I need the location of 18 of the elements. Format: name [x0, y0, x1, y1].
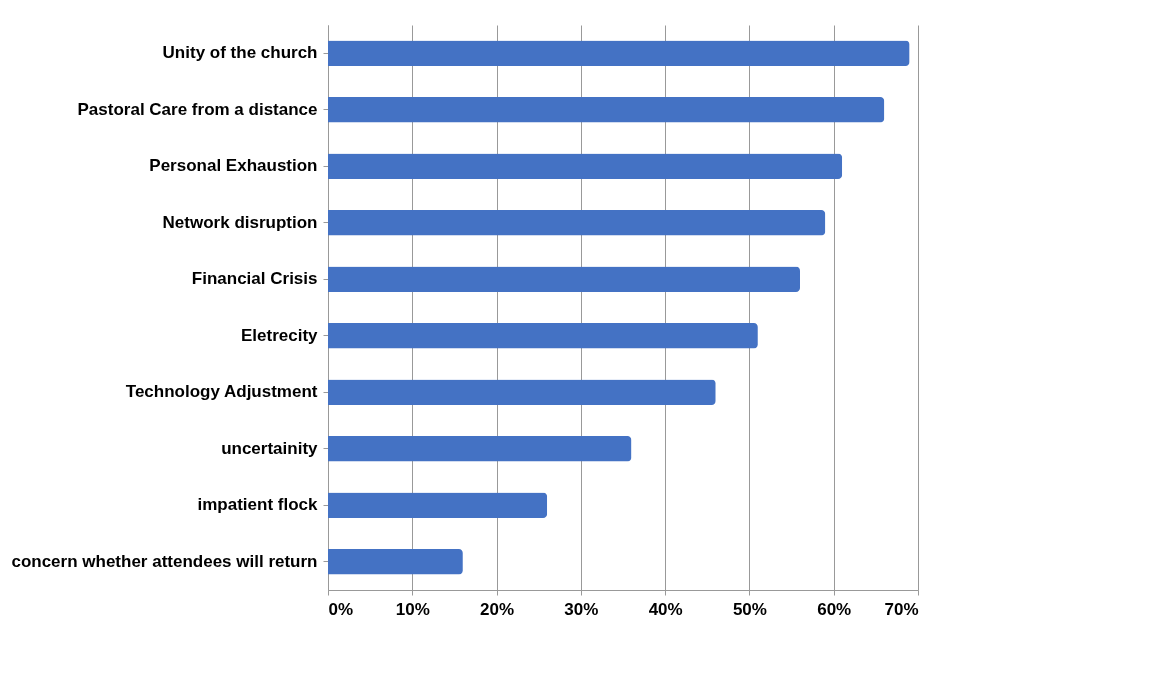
x-tick-label: 60%: [817, 599, 852, 619]
x-tick-label: 50%: [732, 599, 767, 619]
x-tick-label: 20%: [480, 599, 515, 619]
y-tick-label: impatient flock: [197, 495, 319, 515]
x-tick-label: 10%: [395, 599, 430, 619]
x-tick-label: 30%: [564, 599, 599, 619]
y-tick-label: Unity of the church: [162, 43, 318, 63]
x-tick-label: 40%: [648, 599, 683, 619]
y-tick-label: Network disruption: [162, 212, 318, 232]
y-tick-label: Eletrecity: [240, 325, 319, 345]
y-tick-label: uncertainity: [221, 438, 319, 458]
y-tick-label: concern whether attendees will return: [11, 551, 318, 571]
y-tick-label: Technology Adjustment: [125, 382, 318, 402]
y-tick-label: Personal Exhaustion: [149, 156, 318, 176]
y-tick-label: Financial Crisis: [191, 269, 318, 289]
y-tick-label: Pastoral Care from a distance: [77, 99, 318, 119]
x-tick-label: 0%: [328, 599, 354, 619]
x-tick-label: 70%: [884, 599, 919, 619]
